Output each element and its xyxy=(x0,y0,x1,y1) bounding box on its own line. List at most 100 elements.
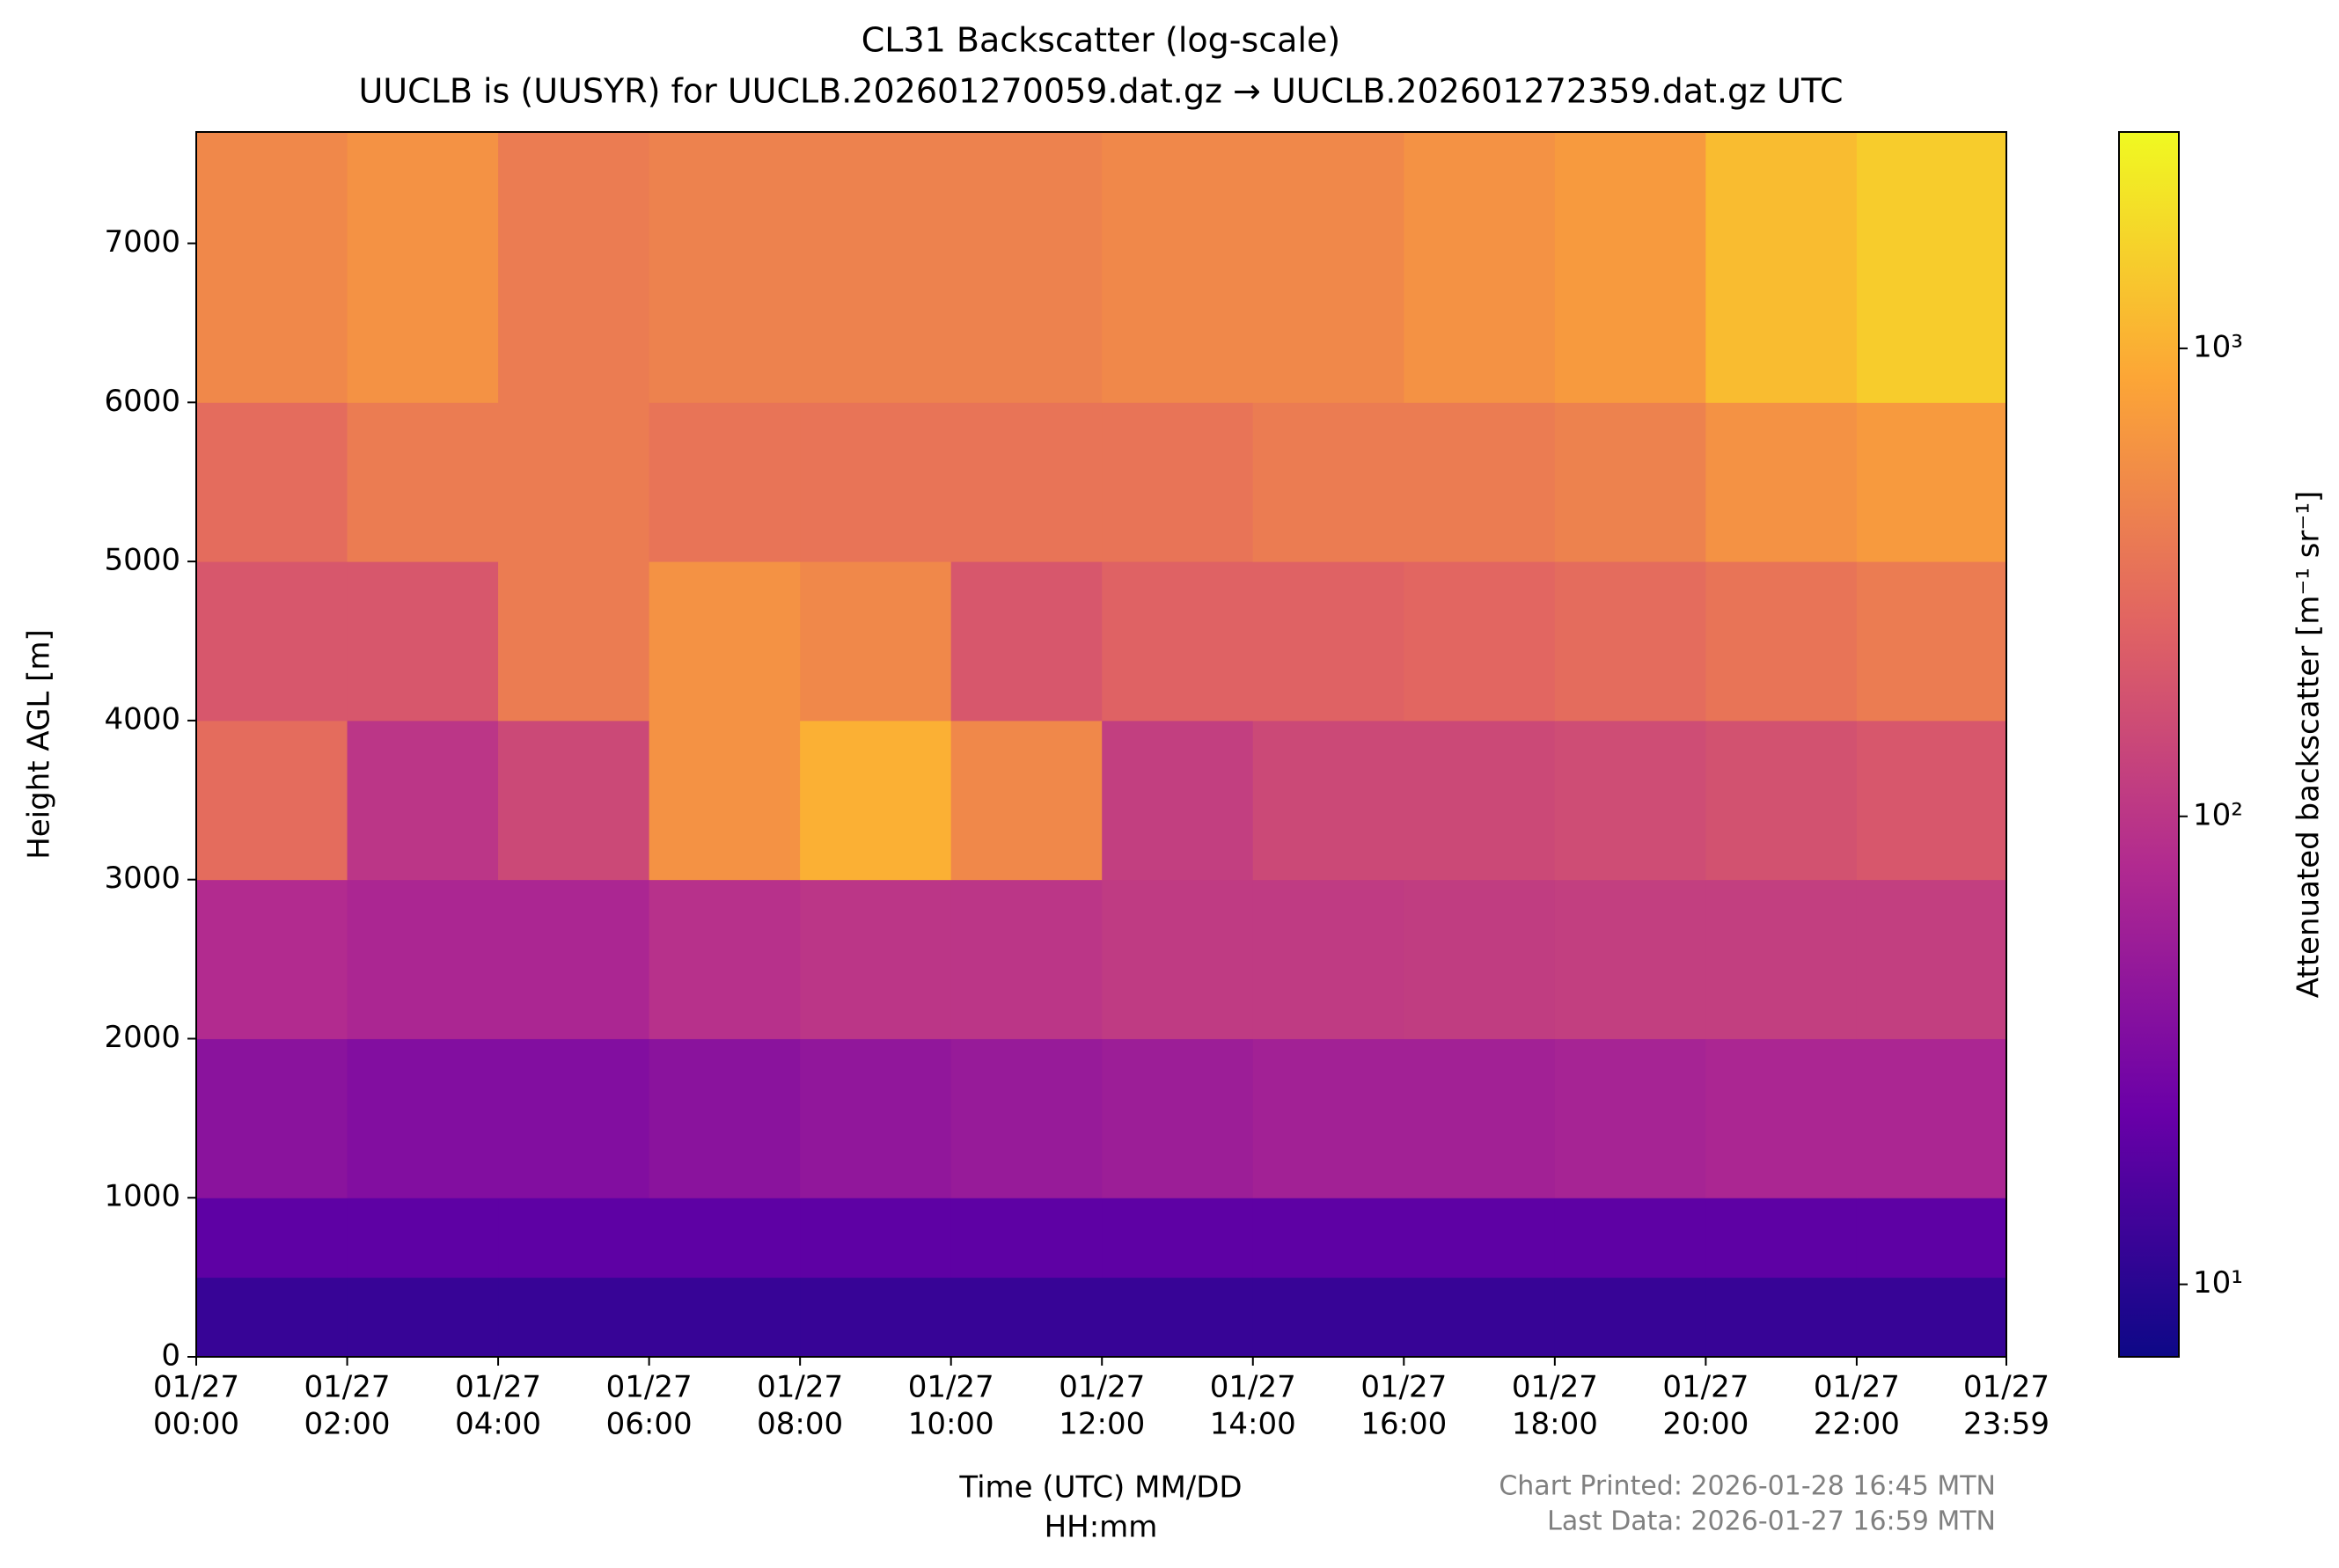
x-tick-label: 00:00 xyxy=(153,1407,239,1442)
heat-cell xyxy=(1404,1198,1556,1279)
x-tick-label: 20:00 xyxy=(1662,1407,1749,1442)
x-tick-label: 01/27 xyxy=(1512,1370,1598,1405)
chart-title: CL31 Backscatter (log-scale) xyxy=(862,21,1340,60)
x-tick-label: 01/27 xyxy=(455,1370,541,1405)
colorbar-tick-label: 10² xyxy=(2193,797,2243,832)
heat-cell xyxy=(1102,720,1254,881)
x-tick-label: 01/27 xyxy=(1662,1370,1749,1405)
x-tick-label: 10:00 xyxy=(908,1407,994,1442)
heat-cell xyxy=(1856,132,2007,403)
y-tick-label: 4000 xyxy=(104,701,180,736)
x-tick-label: 01/27 xyxy=(908,1370,994,1405)
x-tick-label: 08:00 xyxy=(757,1407,843,1442)
x-tick-label: 16:00 xyxy=(1360,1407,1447,1442)
y-tick-label: 3000 xyxy=(104,861,180,896)
heat-cell xyxy=(649,1038,801,1198)
heat-cell xyxy=(1102,561,1254,722)
heat-cell xyxy=(1404,720,1556,881)
colorbar xyxy=(2118,131,2180,1358)
colorbar-tick-label: 10³ xyxy=(2193,329,2243,364)
heat-cell xyxy=(498,561,650,722)
heat-cell xyxy=(498,879,650,1039)
x-axis-label: HH:mm xyxy=(1045,1510,1158,1545)
heat-cell xyxy=(498,1038,650,1198)
heat-cell xyxy=(347,1038,499,1198)
heat-cell xyxy=(1705,402,1858,562)
heat-cell xyxy=(800,561,952,722)
heat-cell xyxy=(649,132,801,403)
heat-cell xyxy=(800,402,952,562)
heat-cell xyxy=(347,879,499,1039)
heat-cell xyxy=(1102,132,1254,403)
heat-cell xyxy=(950,720,1103,881)
heat-cell xyxy=(1252,132,1404,403)
x-axis-label: Time (UTC) MM/DD xyxy=(958,1470,1242,1506)
heat-cell xyxy=(1102,1277,1254,1358)
note: Last Data: 2026-01-27 16:59 MTN xyxy=(1547,1506,1996,1537)
heat-cell xyxy=(1252,1198,1404,1279)
heat-cell xyxy=(347,1198,499,1279)
heat-cell xyxy=(1554,879,1706,1039)
x-tick-label: 01/27 xyxy=(1963,1370,2049,1405)
heat-cell xyxy=(196,1198,348,1279)
heat-cell xyxy=(800,132,952,403)
heat-cell xyxy=(1554,1198,1706,1279)
heat-cell xyxy=(196,879,348,1039)
heat-cell xyxy=(950,132,1103,403)
heat-cell xyxy=(649,402,801,562)
heat-cell xyxy=(1404,402,1556,562)
x-tick-label: 01/27 xyxy=(606,1370,693,1405)
heat-cell xyxy=(196,132,348,403)
heat-cell xyxy=(1554,1277,1706,1358)
heat-cell xyxy=(950,1038,1103,1198)
heat-cell xyxy=(1404,1038,1556,1198)
y-axis-label: Height AGL [m] xyxy=(22,629,57,860)
heat-cell xyxy=(1102,402,1254,562)
heat-cell xyxy=(1404,1277,1556,1358)
heat-cell xyxy=(1252,402,1404,562)
y-tick-label: 7000 xyxy=(104,224,180,260)
heat-cell xyxy=(1252,1038,1404,1198)
y-tick-label: 2000 xyxy=(104,1020,180,1055)
heat-cell xyxy=(950,561,1103,722)
note: Chart Printed: 2026-01-28 16:45 MTN xyxy=(1499,1471,1996,1502)
y-tick-label: 5000 xyxy=(104,543,180,578)
x-tick-label: 12:00 xyxy=(1059,1407,1145,1442)
heat-cell xyxy=(1252,720,1404,881)
x-tick-label: 06:00 xyxy=(606,1407,693,1442)
heat-cell xyxy=(800,1038,952,1198)
y-tick-label: 0 xyxy=(161,1338,180,1374)
heat-cell xyxy=(1705,1038,1858,1198)
heat-cell xyxy=(1856,720,2007,881)
y-tick-label: 1000 xyxy=(104,1179,180,1214)
x-tick-label: 01/27 xyxy=(1210,1370,1296,1405)
heat-cell xyxy=(1856,879,2007,1039)
heat-cell xyxy=(347,1277,499,1358)
heat-cell xyxy=(1102,1038,1254,1198)
heat-cell xyxy=(649,720,801,881)
heat-cell xyxy=(347,402,499,562)
heat-cell xyxy=(498,402,650,562)
heat-cell xyxy=(1102,879,1254,1039)
heat-cell xyxy=(1856,561,2007,722)
heat-cell xyxy=(498,132,650,403)
heat-cell xyxy=(196,720,348,881)
heat-cell xyxy=(800,1198,952,1279)
heat-cell xyxy=(1554,132,1706,403)
colorbar-tick-label: 10¹ xyxy=(2193,1265,2243,1301)
heat-cell xyxy=(1554,1038,1706,1198)
heat-cell xyxy=(196,561,348,722)
heat-cell xyxy=(1554,720,1706,881)
heat-cell xyxy=(1404,879,1556,1039)
x-tick-label: 18:00 xyxy=(1512,1407,1598,1442)
colorbar-label: Attenuated backscatter [m⁻¹ sr⁻¹] xyxy=(2291,491,2327,999)
heat-cell xyxy=(1705,720,1858,881)
x-tick-label: 14:00 xyxy=(1210,1407,1296,1442)
heat-cell xyxy=(347,561,499,722)
x-tick-label: 01/27 xyxy=(1059,1370,1145,1405)
chart-subtitle: UUCLB is (UUSYR) for UUCLB.202601270059.… xyxy=(358,72,1843,111)
x-tick-label: 04:00 xyxy=(455,1407,541,1442)
heat-cell xyxy=(800,720,952,881)
heat-cell xyxy=(347,132,499,403)
